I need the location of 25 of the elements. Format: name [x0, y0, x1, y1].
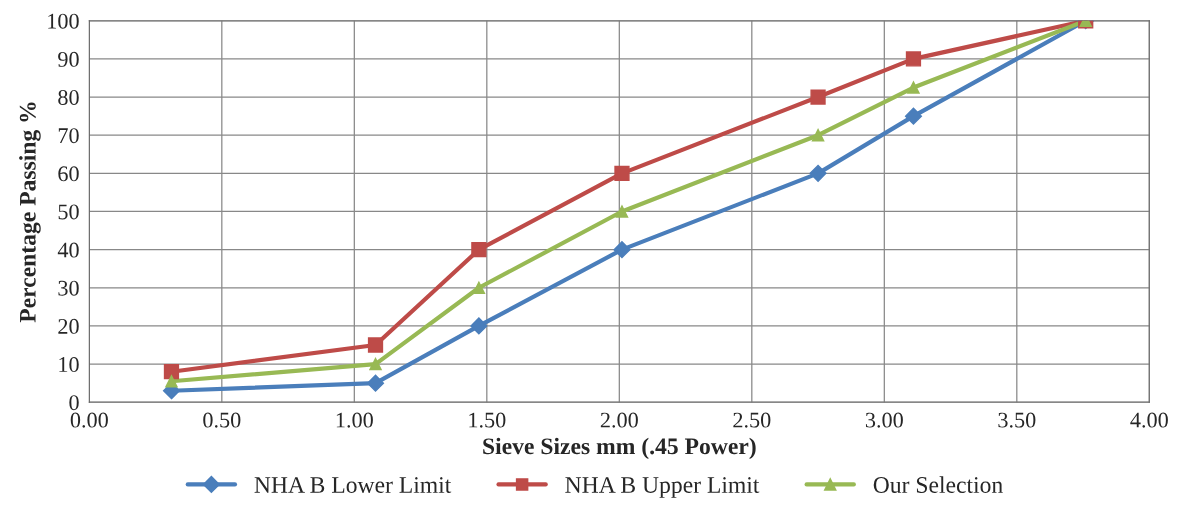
x-axis-title: Sieve Sizes mm (.45 Power) [483, 437, 756, 460]
legend-label: NHA B Upper Limit [565, 477, 760, 498]
y-tick-label: 60 [58, 166, 79, 182]
y-tick-label: 10 [59, 357, 79, 373]
legend-label: Our Selection [873, 476, 1003, 493]
y-tick-label: 30 [58, 280, 79, 296]
y-tick-label: 80 [58, 89, 79, 105]
y-tick-label: 50 [58, 204, 79, 220]
y-tick-label: 0 [69, 395, 79, 411]
legend-label: NHA B Lower Limit [254, 477, 452, 493]
x-tick-label: 3.00 [865, 412, 903, 428]
x-tick-label: 4.00 [1130, 412, 1168, 428]
y-axis-title: Percentage Passing % [19, 102, 41, 323]
x-tick-label: 1.50 [469, 412, 506, 428]
x-tick-label: 0.50 [203, 412, 241, 428]
x-tick-label: 1.00 [336, 412, 373, 428]
y-tick-label: 100 [48, 13, 79, 29]
x-tick-label: 0.00 [70, 412, 108, 428]
y-tick-label: 70 [58, 128, 79, 144]
x-tick-label: 2.00 [600, 412, 638, 428]
y-tick-label: 20 [58, 318, 79, 334]
x-tick-label: 2.50 [733, 412, 771, 428]
y-tick-label: 40 [57, 242, 79, 258]
y-tick-label: 90 [58, 51, 79, 67]
x-tick-label: 3.50 [998, 412, 1036, 428]
